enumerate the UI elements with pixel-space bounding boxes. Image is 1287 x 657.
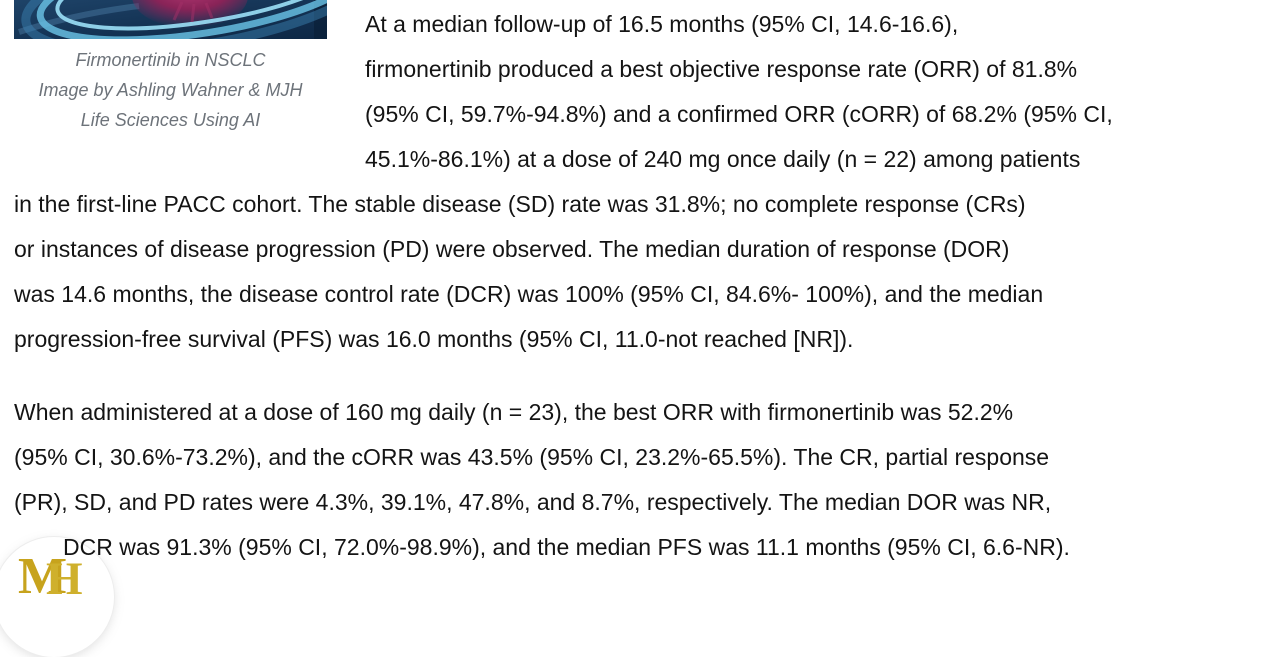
- paragraph-line: or instances of disease progression (PD)…: [14, 236, 1010, 262]
- article-page: Firmonertinib in NSCLC Image by Ashling …: [14, 0, 1269, 603]
- image-caption-line: Firmonertinib in NSCLC: [75, 50, 266, 70]
- paragraph-line: was 14.6 months, the disease control rat…: [14, 281, 1044, 307]
- image-caption-line: Life Sciences Using AI: [80, 110, 261, 130]
- paragraph-spacer: [14, 362, 1269, 390]
- paragraph-line: DCR was 91.3% (95% CI, 72.0%-98.9%), and…: [63, 534, 1070, 560]
- article-image: [14, 0, 327, 39]
- paragraph-line: in the first-line PACC cohort. The stabl…: [14, 191, 1026, 217]
- image-caption: Firmonertinib in NSCLC Image by Ashling …: [14, 45, 327, 135]
- paragraph-line: At a median follow-up of 16.5 months (95…: [365, 11, 959, 37]
- paragraph-line: 45.1%-86.1%) at a dose of 240 mg once da…: [365, 146, 1081, 172]
- paragraph-line: When administered at a dose of 160 mg da…: [14, 399, 1014, 425]
- paragraph-line: progression-free survival (PFS) was 16.0…: [14, 326, 854, 352]
- paragraph-line: (95% CI, 59.7%-94.8%) and a confirmed OR…: [365, 101, 1113, 127]
- article-figure: Firmonertinib in NSCLC Image by Ashling …: [14, 0, 327, 135]
- article-body: At a median follow-up of 16.5 months (95…: [14, 2, 1269, 570]
- paragraph-line: firmonertinib produced a best objective …: [365, 56, 1078, 82]
- paragraph-line: (95% CI, 30.6%-73.2%), and the cORR was …: [14, 444, 1050, 470]
- image-caption-line: Image by Ashling Wahner & MJH: [38, 80, 303, 100]
- paragraph-line: (PR), SD, and PD rates were 4.3%, 39.1%,…: [14, 489, 1052, 515]
